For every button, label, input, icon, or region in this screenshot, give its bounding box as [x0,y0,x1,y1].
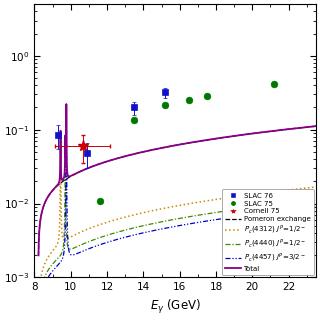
X-axis label: $E_{\gamma}$ (GeV): $E_{\gamma}$ (GeV) [150,298,201,316]
Legend: SLAC 76, SLAC 75, Cornell 75, Pomeron exchange, $P_c$(4312) $J^P\!=\!1/2^-$, $P_: SLAC 76, SLAC 75, Cornell 75, Pomeron ex… [222,189,314,275]
